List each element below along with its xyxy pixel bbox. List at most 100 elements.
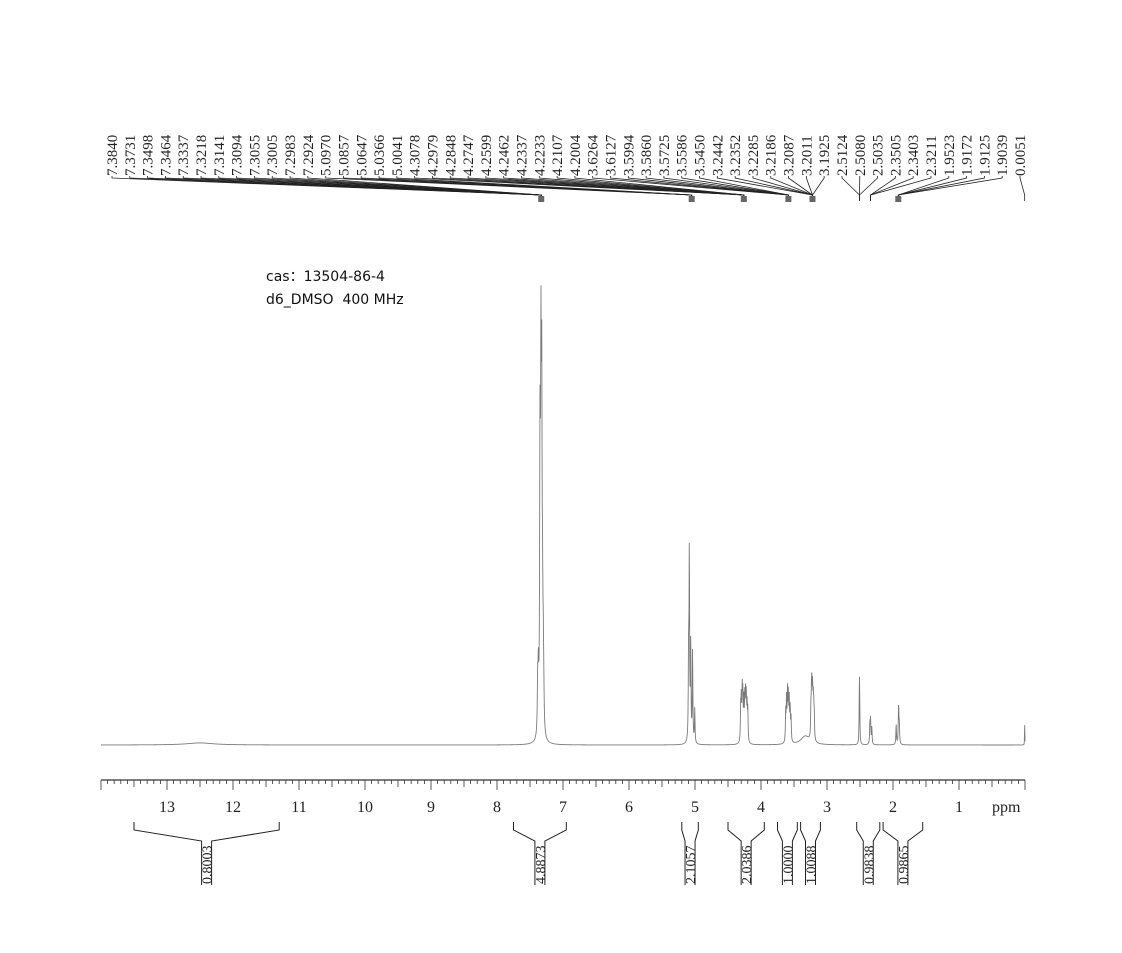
peak-label: 4.2979 [425, 135, 441, 176]
peak-label: 3.2285 [746, 135, 762, 176]
peak-label: 3.6127 [604, 134, 620, 176]
peak-label: 2.5080 [853, 135, 869, 176]
peak-label: 7.3498 [141, 135, 157, 176]
peak-label: 4.2848 [443, 135, 459, 176]
integral-bracket [727, 822, 765, 885]
peak-bracket-line [859, 176, 878, 201]
cas-label: cas：13504-86-4 [266, 269, 385, 285]
peak-label: 3.1925 [817, 135, 833, 176]
peak-label: 5.0041 [390, 135, 406, 176]
peak-label: 5.0857 [336, 134, 352, 176]
peak-label: 1.9172 [960, 135, 976, 176]
x-tick-label: 7 [559, 799, 567, 816]
peak-label: 7.3141 [212, 135, 228, 176]
x-tick-label: 2 [889, 799, 897, 816]
integral-bracket [513, 822, 567, 885]
integral-bracket [800, 822, 821, 885]
solvent-frequency-label: d6_DMSO 400 MHz [266, 292, 404, 308]
x-tick-label: 4 [757, 799, 765, 816]
peak-label: 5.0366 [372, 134, 388, 176]
peak-label: 1.9523 [942, 135, 958, 176]
peak-label: 7.3840 [105, 135, 121, 176]
peak-group-marker [740, 196, 747, 202]
integral-value: 1.0088 [805, 846, 820, 885]
peak-label: 4.2107 [550, 134, 566, 176]
integral-value: 2.0386 [740, 846, 755, 885]
integral-value: 0.9865 [897, 846, 912, 885]
peak-label: 3.2011 [799, 135, 815, 176]
x-tick-label: 6 [625, 799, 633, 816]
x-tick-label: 8 [493, 799, 501, 816]
peak-label: 7.3005 [265, 135, 281, 176]
peak-label: 4.2337 [514, 134, 530, 176]
peak-label: 7.2983 [283, 135, 299, 176]
peak-label: 5.0647 [354, 134, 370, 176]
peak-bracket-line [870, 176, 896, 201]
peak-bracket-line [788, 176, 813, 201]
spectrum-trace [101, 285, 1026, 746]
peak-label: 4.2747 [461, 134, 477, 176]
integral-value: 2.1057 [684, 846, 699, 885]
peak-label: 3.2352 [728, 135, 744, 176]
integral-value: 1.0000 [781, 846, 796, 885]
peak-label: 3.6264 [586, 134, 602, 176]
peak-bracket-line [870, 176, 932, 201]
peak-label: 4.2462 [497, 135, 513, 176]
peak-label: 7.3218 [194, 135, 210, 176]
x-tick-label: 11 [291, 799, 306, 816]
peak-group-marker [688, 196, 695, 202]
x-tick-label: 13 [159, 799, 175, 816]
peak-label: 4.2004 [568, 134, 584, 176]
integral-bracket [882, 822, 924, 885]
peak-label: 5.0970 [319, 135, 335, 176]
peak-bracket-line [897, 176, 985, 201]
x-tick-label: 9 [427, 799, 435, 816]
integral-bracket [777, 822, 798, 885]
peak-bracket-line [841, 176, 860, 201]
peak-label: 3.5994 [621, 134, 637, 176]
peak-label: 1.9039 [995, 135, 1011, 176]
x-tick-label: 3 [823, 799, 831, 816]
peak-label: 4.2599 [479, 135, 495, 176]
peak-label: 2.3505 [888, 135, 904, 176]
integral-bracket [681, 822, 699, 885]
peak-label: 7.3464 [158, 134, 174, 176]
x-axis-label: ppm [992, 799, 1021, 816]
peak-label: 3.2186 [764, 134, 780, 176]
x-tick-label: 5 [691, 799, 699, 816]
peak-label: 3.2087 [782, 134, 798, 176]
x-tick-label: 12 [225, 799, 241, 816]
peak-label: 3.5725 [657, 135, 673, 176]
peak-label: 2.3211 [924, 135, 940, 176]
integral-value: 0.9838 [862, 846, 877, 885]
peak-label: 4.2233 [532, 135, 548, 176]
peak-label: 3.5860 [639, 135, 655, 176]
integral-value: 4.8873 [534, 846, 549, 885]
peak-label: 2.3403 [906, 135, 922, 176]
peak-label: 0.0051 [1013, 135, 1029, 176]
peak-bracket-line [1019, 176, 1026, 201]
x-tick-label: 1 [955, 799, 963, 816]
peak-label: 7.2924 [301, 134, 317, 176]
peak-label: 4.3078 [408, 135, 424, 176]
peak-label: 7.3094 [230, 134, 246, 176]
peak-label: 2.5124 [835, 134, 851, 176]
peak-label: 1.9125 [977, 135, 993, 176]
peak-label: 7.3731 [123, 135, 139, 176]
peak-label: 7.3337 [176, 134, 192, 176]
peak-group-marker [895, 196, 902, 202]
peak-bracket-line [897, 176, 1003, 201]
peak-label: 7.3055 [247, 135, 263, 176]
peak-group-marker [785, 196, 792, 202]
peak-label: 3.5586 [675, 134, 691, 176]
peak-bracket-line [870, 176, 914, 201]
integral-bracket [856, 822, 881, 885]
peak-group-marker [538, 196, 545, 202]
peak-label: 3.2442 [710, 135, 726, 176]
peak-label: 3.5450 [693, 135, 709, 176]
x-tick-label: 10 [357, 799, 373, 816]
integral-value: 0.8003 [201, 846, 216, 885]
integral-bracket [133, 822, 280, 885]
peak-group-marker [809, 196, 816, 202]
